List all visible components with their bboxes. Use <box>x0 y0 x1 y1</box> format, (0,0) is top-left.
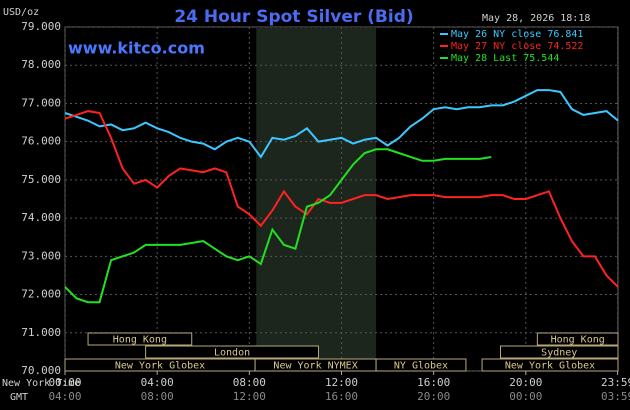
x-tick-label: 08:00 <box>233 376 266 389</box>
x-tick-label: 04:00 <box>141 376 174 389</box>
market-hours-shade <box>256 27 377 371</box>
x2-tick-label: 16:00 <box>325 390 358 403</box>
legend-entry: May 26 NY close 76.841 <box>451 29 583 40</box>
x-tick-label: 23:59 <box>601 376 630 389</box>
x2-tick-label: 04:00 <box>48 390 81 403</box>
x2-tick-label: 03:59 <box>601 390 630 403</box>
x-tick-label: 20:00 <box>509 376 542 389</box>
session-bar <box>481 358 619 372</box>
session-bar <box>536 332 619 346</box>
session-label: NY Globex <box>394 361 448 372</box>
session-label: New York Globex <box>115 361 205 372</box>
x2-tick-label: 00:00 <box>509 390 542 403</box>
series-line <box>64 110 619 288</box>
session-label: London <box>214 348 250 359</box>
session-label: Hong Kong <box>551 335 605 346</box>
session-bar <box>145 345 319 359</box>
watermark: www.kitco.com <box>68 39 205 58</box>
x-tick-label: 16:00 <box>417 376 450 389</box>
x2-tick-label: 20:00 <box>417 390 450 403</box>
session-label: Sydney <box>541 348 577 359</box>
x2-tick-label: 08:00 <box>141 390 174 403</box>
y-tick-label: 74.000 <box>21 211 61 224</box>
series-line <box>64 89 619 159</box>
y-tick-label: 76.000 <box>21 135 61 148</box>
y-axis-label: USD/oz <box>3 7 39 18</box>
x2-row-label: GMT <box>10 392 28 403</box>
y-tick-label: 71.000 <box>21 326 61 339</box>
y-tick-label: 73.000 <box>21 249 61 262</box>
y-tick-label: 77.000 <box>21 96 61 109</box>
session-label: Hong Kong <box>113 335 167 346</box>
session-bar <box>499 345 619 359</box>
x-tick-label: 00:00 <box>48 376 81 389</box>
y-tick-label: 72.000 <box>21 288 61 301</box>
x2-tick-label: 12:00 <box>233 390 266 403</box>
series-line <box>64 148 492 304</box>
x-row-label: New York Time <box>2 378 80 389</box>
x-tick-label: 12:00 <box>325 376 358 389</box>
y-tick-label: 75.000 <box>21 173 61 186</box>
y-tick-label: 79.000 <box>21 20 61 33</box>
chart-title: 24 Hour Spot Silver (Bid) <box>174 7 413 27</box>
session-label: New York NYMEX <box>273 361 357 372</box>
session-bar <box>375 358 467 372</box>
legend-entry: May 27 NY close 74.522 <box>451 41 583 52</box>
legend-entry: May 28 Last 75.544 <box>451 53 559 64</box>
y-tick-label: 70.000 <box>21 364 61 377</box>
session-bar <box>87 332 193 346</box>
session-label: New York Globex <box>505 361 595 372</box>
y-tick-label: 78.000 <box>21 58 61 71</box>
timestamp: May 28, 2026 18:18 <box>482 13 590 24</box>
